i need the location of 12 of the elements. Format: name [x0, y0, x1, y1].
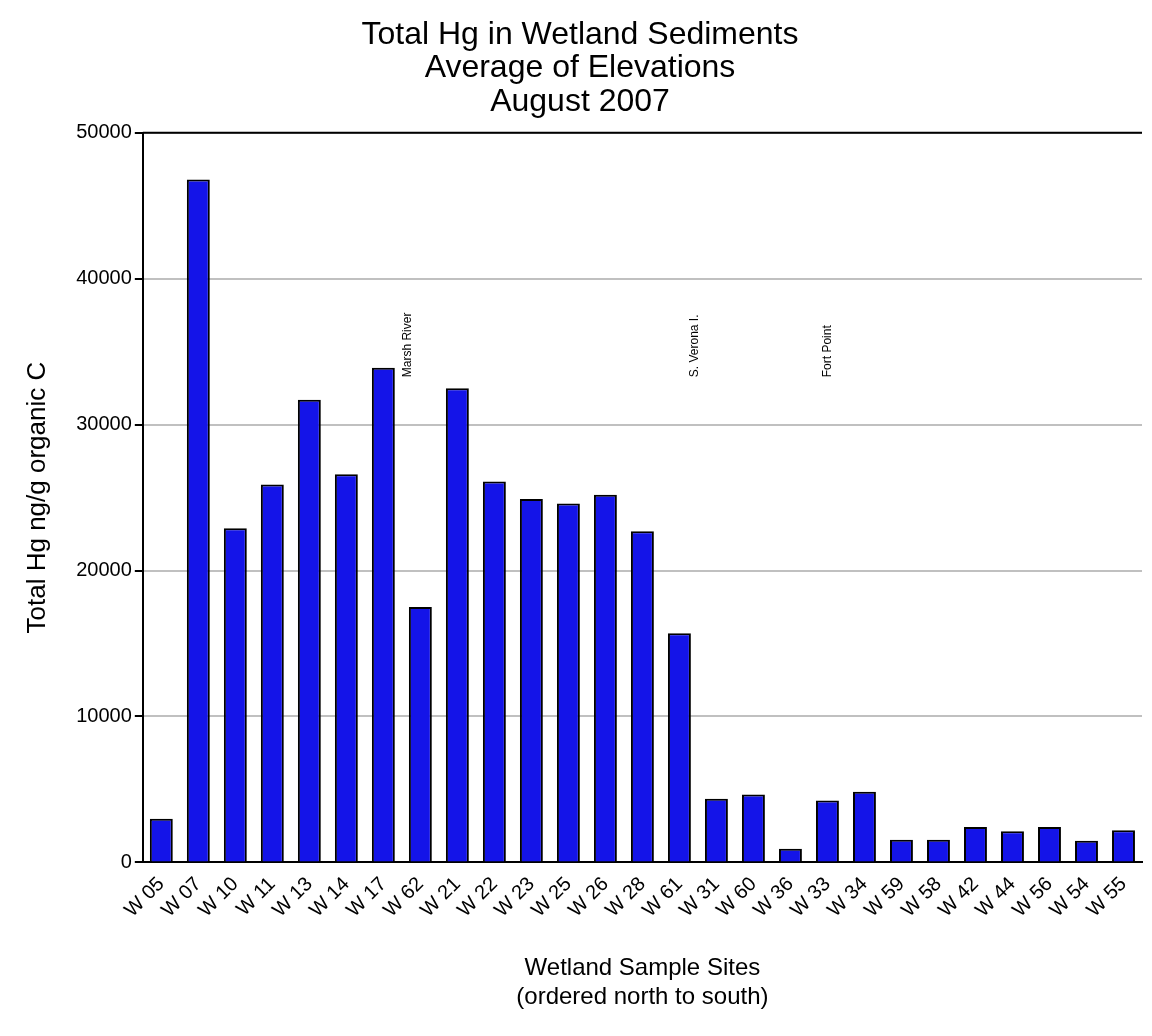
annotation: Fort Point [819, 324, 834, 378]
y-tick-label: 30000 [76, 412, 132, 435]
y-tick-label: 40000 [76, 266, 132, 289]
y-axis-title: Total Hg ng/g organic C [20, 361, 51, 634]
text: (ordered north to south) [516, 982, 769, 1010]
annotation: S. Verona I. [686, 314, 701, 378]
y-tick-label: 20000 [76, 558, 132, 581]
text: Wetland Sample Sites [524, 953, 761, 981]
y-tick-label: 50000 [76, 120, 132, 143]
y-tick-label: 10000 [76, 704, 132, 727]
annotation: Marsh River [399, 312, 414, 378]
y-tick-label: 0 [120, 849, 132, 872]
